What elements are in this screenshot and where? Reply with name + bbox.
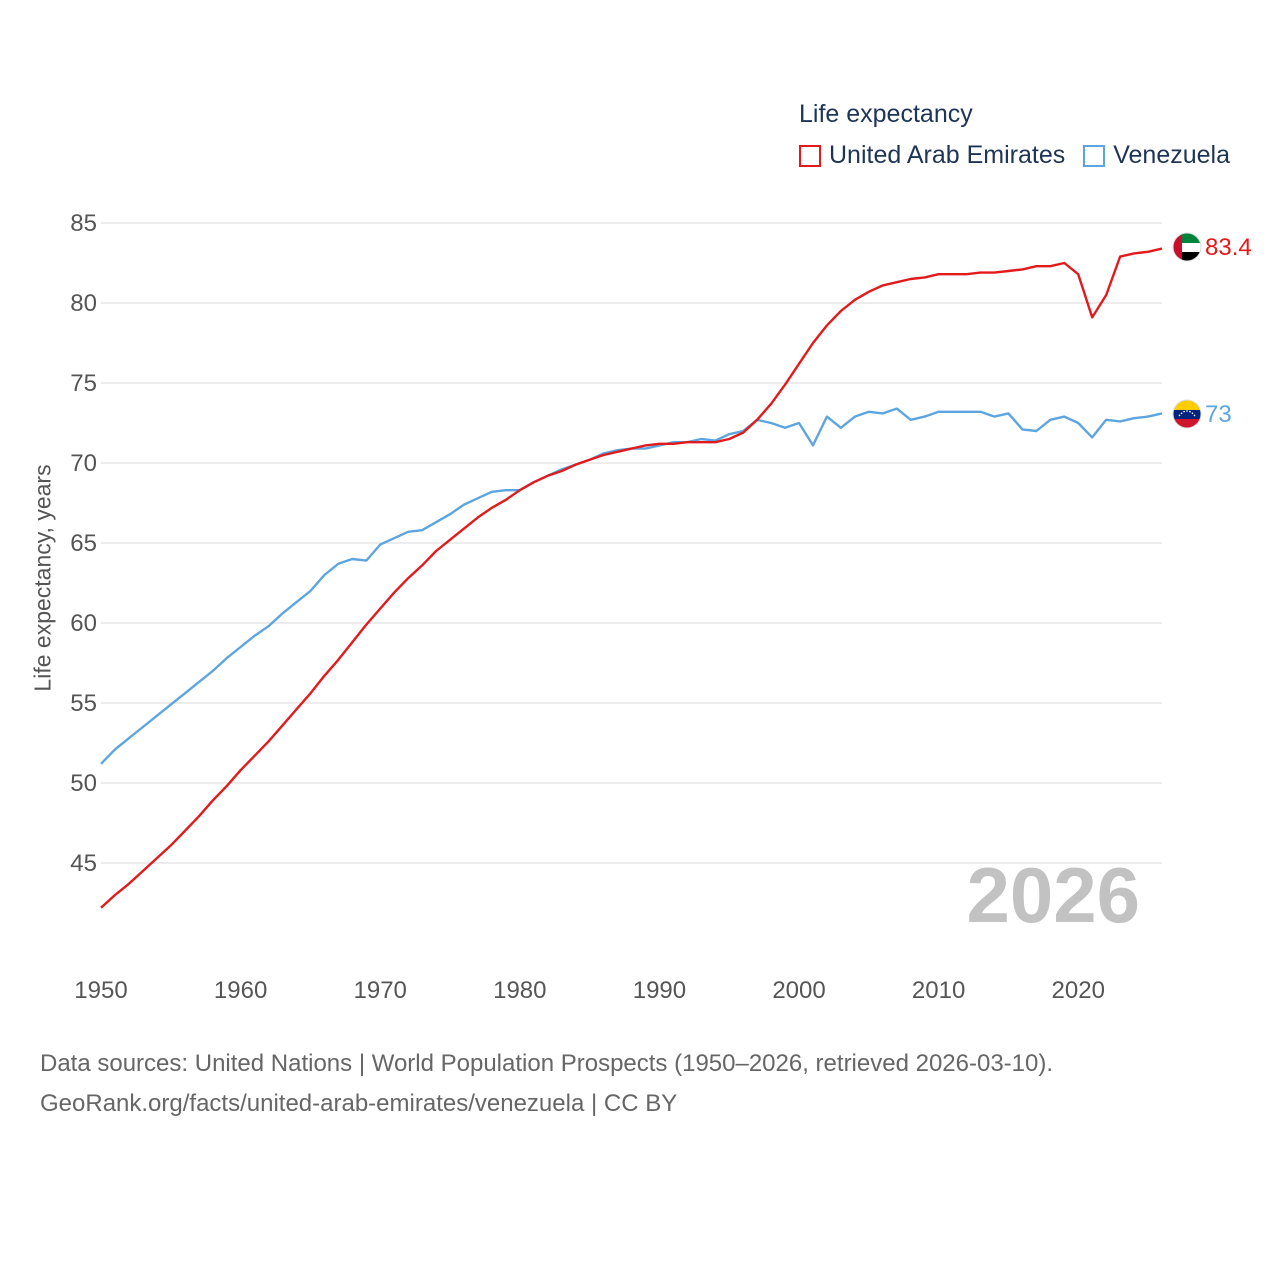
venezuela-end-label: 73	[1205, 401, 1232, 428]
legend: United Arab Emirates Venezuela	[799, 141, 1248, 170]
sources-line-1: Data sources: United Nations | World Pop…	[40, 1050, 1054, 1077]
y-tick-label-65: 65	[70, 530, 97, 557]
uae-end-label: 83.4	[1205, 234, 1252, 261]
x-tick-label-1970: 1970	[354, 977, 407, 1004]
x-tick-label-1990: 1990	[633, 977, 686, 1004]
series-line-united-arab-emirates	[100, 247, 1163, 909]
y-tick-label-55: 55	[70, 690, 97, 717]
uae-flag-icon	[1173, 233, 1201, 261]
x-tick-label-1980: 1980	[493, 977, 546, 1004]
y-tick-label-70: 70	[70, 450, 97, 477]
legend-item-venezuela[interactable]: Venezuela	[1083, 141, 1230, 170]
x-tick-label-2020: 2020	[1052, 977, 1105, 1004]
series-lines	[100, 247, 1163, 909]
y-tick-label-50: 50	[70, 770, 97, 797]
y-tick-label-45: 45	[70, 850, 97, 877]
y-tick-label-60: 60	[70, 610, 97, 637]
x-tick-label-2010: 2010	[912, 977, 965, 1004]
legend-item-uae[interactable]: United Arab Emirates	[799, 141, 1065, 170]
year-watermark: 2026	[966, 851, 1140, 939]
legend-label-venezuela: Venezuela	[1113, 141, 1230, 169]
x-tick-label-1950: 1950	[74, 977, 127, 1004]
legend-label-uae: United Arab Emirates	[829, 141, 1066, 169]
legend-title: Life expectancy	[799, 100, 973, 128]
y-axis-label: Life expectancy, years	[29, 464, 56, 692]
y-axis: 45 50 55 60 65 70 75 80 85	[70, 210, 97, 877]
legend-swatch-uae	[799, 144, 821, 167]
x-axis: 1950 1960 1970 1980 1990 2000 2010 2020	[74, 977, 1105, 1004]
x-tick-label-1960: 1960	[214, 977, 267, 1004]
gridlines	[101, 222, 1162, 864]
y-tick-label-80: 80	[70, 290, 97, 317]
series-line-venezuela	[100, 407, 1163, 765]
y-tick-label-85: 85	[70, 210, 97, 237]
sources-line-2: GeoRank.org/facts/united-arab-emirates/v…	[40, 1090, 678, 1117]
y-tick-label-75: 75	[70, 370, 97, 397]
legend-swatch-venezuela	[1083, 144, 1106, 167]
data-sources: Data sources: United Nations | World Pop…	[40, 1044, 1053, 1124]
venezuela-flag-icon	[1173, 400, 1201, 428]
x-tick-label-2000: 2000	[772, 977, 825, 1004]
